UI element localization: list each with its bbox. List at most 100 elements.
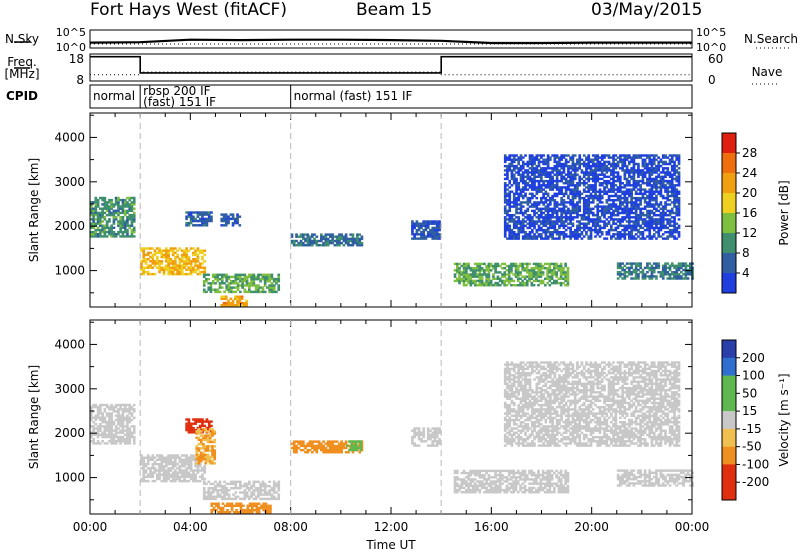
range-gate-cell xyxy=(496,262,500,266)
range-gate-cell xyxy=(541,271,545,274)
range-gate-cell xyxy=(659,192,663,196)
range-gate-cell xyxy=(648,235,652,238)
range-gate-cell xyxy=(185,426,188,430)
range-gate-cell xyxy=(573,216,577,219)
range-gate-cell xyxy=(535,156,539,159)
range-gate-cell xyxy=(571,196,575,200)
range-gate-cell xyxy=(187,424,191,428)
range-gate-cell xyxy=(553,167,557,170)
range-gate-cell xyxy=(535,275,538,278)
range-gate-cell xyxy=(121,233,125,236)
range-gate-cell xyxy=(659,188,663,191)
range-gate-cell xyxy=(521,175,525,179)
range-gate-cell xyxy=(616,231,620,234)
range-gate-cell xyxy=(142,268,146,272)
range-gate-cell xyxy=(510,235,514,238)
range-gate-cell xyxy=(117,440,120,443)
range-gate-cell xyxy=(594,184,597,187)
range-gate-cell xyxy=(174,255,177,259)
range-gate-cell xyxy=(591,179,595,183)
range-gate-cell xyxy=(506,175,509,179)
range-gate-cell xyxy=(542,220,545,223)
range-gate-cell xyxy=(668,154,672,157)
range-gate-cell xyxy=(227,489,231,492)
range-gate-cell xyxy=(151,266,155,269)
range-gate-cell xyxy=(634,271,638,274)
range-gate-cell xyxy=(670,188,674,191)
range-gate-cell xyxy=(537,190,541,193)
range-gate-cell xyxy=(239,482,242,486)
range-gate-cell xyxy=(546,158,550,161)
range-gate-cell xyxy=(630,216,633,219)
range-gate-cell xyxy=(340,237,343,241)
range-gate-cell xyxy=(198,219,202,223)
range-gate-cell xyxy=(519,203,523,206)
range-gate-cell xyxy=(195,436,199,440)
range-gate-cell xyxy=(503,201,507,204)
range-gate-cell xyxy=(580,158,584,161)
range-gate-cell xyxy=(673,169,676,172)
range-gate-cell xyxy=(121,410,125,413)
range-gate-cell xyxy=(566,284,570,287)
range-gate-cell xyxy=(268,493,271,496)
range-gate-cell xyxy=(616,218,620,221)
range-gate-cell xyxy=(201,249,204,252)
range-gate-cell xyxy=(295,451,298,454)
range-gate-cell xyxy=(524,235,527,238)
range-gate-cell xyxy=(223,487,226,490)
range-gate-cell xyxy=(677,175,681,179)
range-gate-cell xyxy=(202,438,205,442)
range-gate-cell xyxy=(530,281,534,285)
range-gate-cell xyxy=(664,175,667,179)
range-gate-cell xyxy=(239,480,242,484)
range-gate-cell xyxy=(230,275,233,279)
range-gate-cell xyxy=(535,207,539,211)
range-gate-cell xyxy=(661,194,665,198)
range-gate-cell xyxy=(566,267,570,270)
range-gate-cell xyxy=(598,192,602,196)
range-gate-cell xyxy=(634,214,638,217)
range-gate-cell xyxy=(478,271,482,274)
range-gate-cell xyxy=(205,217,209,221)
range-gate-cell xyxy=(203,467,207,470)
range-gate-cell xyxy=(639,209,642,213)
range-gate-cell xyxy=(650,160,654,164)
range-gate-cell xyxy=(623,233,627,236)
range-gate-cell xyxy=(189,454,193,457)
range-gate-cell xyxy=(616,220,620,223)
range-gate-cell xyxy=(151,471,155,474)
range-gate-cell xyxy=(302,241,305,245)
range-gate-cell xyxy=(659,158,663,161)
range-gate-cell xyxy=(435,220,439,223)
range-gate-cell xyxy=(223,484,226,488)
range-gate-cell xyxy=(510,267,513,270)
range-gate-cell xyxy=(540,228,543,232)
range-gate-cell xyxy=(144,247,148,250)
range-gate-cell xyxy=(503,199,507,202)
range-gate-cell xyxy=(673,224,676,228)
range-gate-cell xyxy=(105,224,109,227)
range-gate-cell xyxy=(516,279,520,283)
range-gate-cell xyxy=(169,469,173,472)
range-gate-cell xyxy=(144,479,148,483)
range-gate-cell xyxy=(214,275,217,279)
range-gate-cell xyxy=(510,158,514,161)
range-gate-cell xyxy=(559,271,563,274)
range-gate-cell xyxy=(560,214,563,217)
range-gate-cell xyxy=(519,192,523,196)
range-gate-cell xyxy=(205,277,208,281)
range-gate-cell xyxy=(666,182,670,185)
range-gate-cell xyxy=(496,271,500,274)
range-gate-cell xyxy=(528,220,532,223)
range-gate-cell xyxy=(149,458,152,462)
range-gate-cell xyxy=(277,275,281,279)
range-gate-cell xyxy=(252,280,256,283)
range-gate-cell xyxy=(553,158,557,161)
range-gate-cell xyxy=(528,154,532,157)
range-gate-cell xyxy=(105,222,109,225)
range-gate-cell xyxy=(652,226,656,230)
range-gate-cell xyxy=(174,475,177,479)
range-gate-cell xyxy=(551,179,554,183)
range-gate-cell xyxy=(659,218,663,221)
range-gate-cell xyxy=(655,186,658,189)
